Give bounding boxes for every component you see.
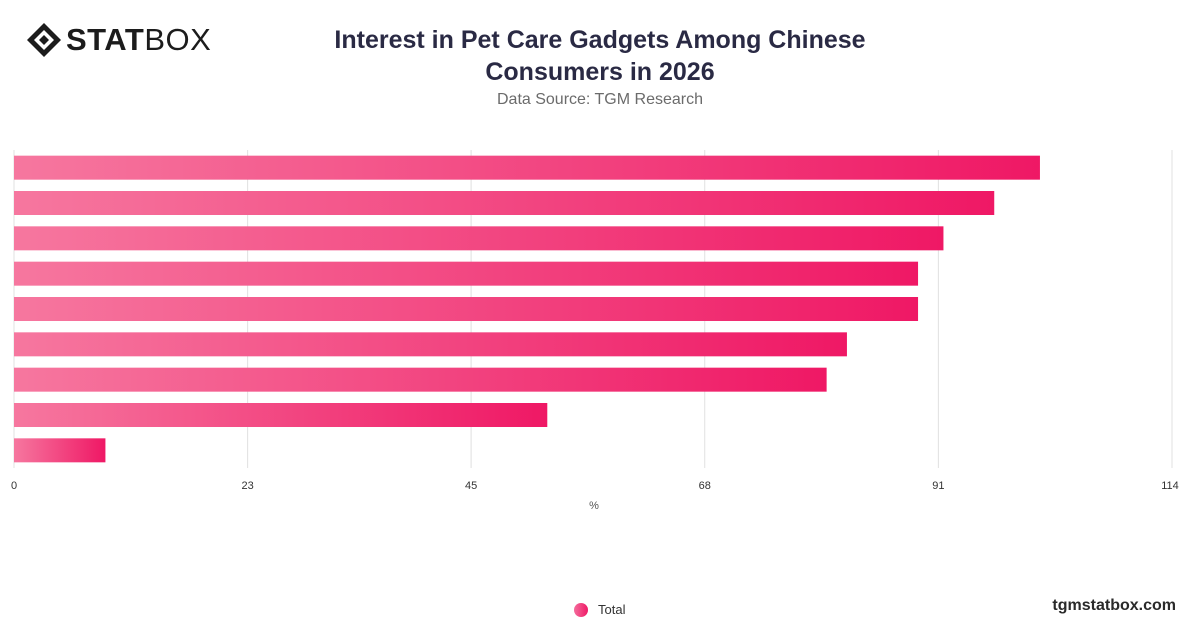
- chart-title-line-1: Interest in Pet Care Gadgets Among Chine…: [334, 26, 866, 54]
- x-tick-label: 91: [932, 480, 944, 492]
- x-axis-ticks: 0 23 45 68 91 114: [11, 480, 1179, 492]
- bar[interactable]: [14, 155, 1040, 180]
- bar[interactable]: [14, 191, 995, 215]
- legend[interactable]: Total: [574, 602, 625, 617]
- bar[interactable]: [14, 261, 919, 286]
- bar[interactable]: [14, 367, 827, 392]
- chart-title-line-2: Consumers in 2026: [485, 58, 715, 86]
- bars: [14, 155, 1040, 463]
- x-tick-label: 23: [242, 480, 254, 492]
- x-tick-label: 114: [1161, 480, 1179, 492]
- x-tick-label: 0: [11, 480, 17, 492]
- logo-stat-text: STAT: [66, 22, 145, 57]
- bar[interactable]: [14, 438, 106, 463]
- statbox-diamond-icon: [27, 23, 61, 57]
- logo-box-text: BOX: [144, 22, 212, 57]
- chart-title: Interest in Pet Care Gadgets Among Chine…: [300, 24, 900, 88]
- legend-swatch: [574, 602, 588, 617]
- x-axis-label: %: [589, 500, 599, 512]
- legend-label-total: Total: [598, 602, 626, 617]
- statbox-wordmark: STATBOX: [66, 22, 211, 58]
- bar[interactable]: [14, 403, 548, 427]
- chart-subtitle: Data Source: TGM Research: [496, 91, 703, 108]
- footer-site-link[interactable]: tgmstatbox.com: [1052, 597, 1176, 614]
- x-tick-label: 45: [465, 480, 477, 492]
- statbox-logo: STATBOX: [26, 22, 211, 58]
- x-tick-label: 68: [699, 480, 711, 492]
- bar[interactable]: [14, 226, 944, 251]
- bar[interactable]: [14, 297, 919, 321]
- bar[interactable]: [14, 332, 847, 357]
